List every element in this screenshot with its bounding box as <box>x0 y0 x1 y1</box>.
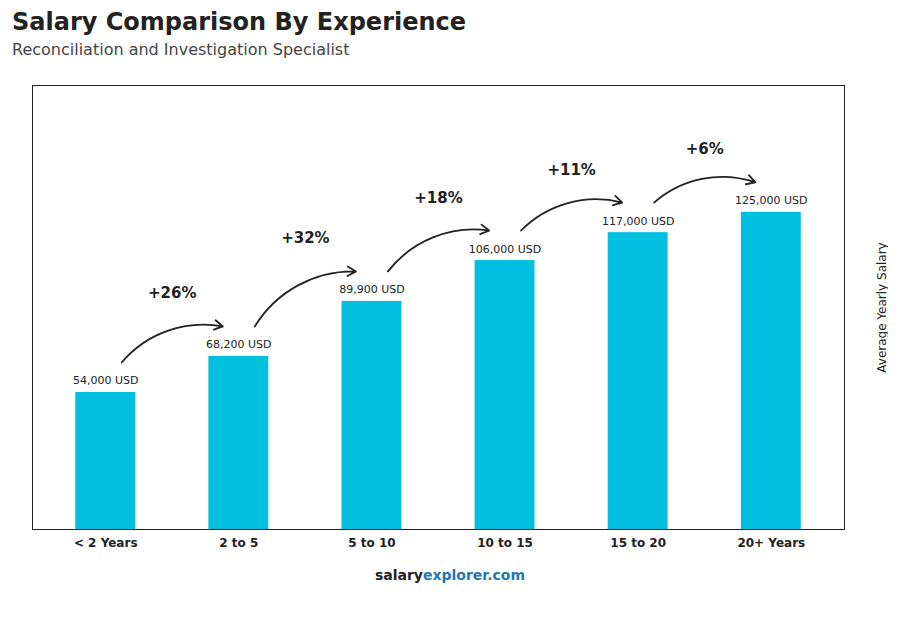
svg-text:+11%: +11% <box>547 161 595 179</box>
svg-text:10 to 15: 10 to 15 <box>477 536 533 550</box>
html-text:salary explorer.com: salary explorer.com <box>374 567 526 583</box>
html-text:Salary Comparison By Experienc: Salary Comparison By Experience <box>12 8 467 36</box>
svg-text:+18%: +18% <box>414 189 462 207</box>
svg-text:+32%: +32% <box>281 229 329 247</box>
svg-text:+6%: +6% <box>686 140 724 158</box>
svg-text:89,900 USD: 89,900 USD <box>339 283 405 296</box>
svg-text:15 to 20: 15 to 20 <box>610 536 666 550</box>
svg-text:117,000 USD: 117,000 USD <box>602 215 675 228</box>
svg-text:54,000 USD: 54,000 USD <box>73 374 138 387</box>
svg-text:20+ Years: 20+ Years <box>737 536 805 550</box>
svg-text:+26%: +26% <box>148 284 196 302</box>
svg-text:125,000 USD: 125,000 USD <box>735 194 808 207</box>
svg-text:< 2 Years: < 2 Years <box>74 536 138 550</box>
html-text:Reconciliation and Investigati: Reconciliation and Investigation Special… <box>12 40 350 59</box>
svg-text:106,000 USD: 106,000 USD <box>469 243 542 256</box>
svg-text:68,200 USD: 68,200 USD <box>206 338 272 351</box>
svg-text:5 to 10: 5 to 10 <box>348 536 395 550</box>
svg-text:Average Yearly Salary: Average Yearly Salary <box>875 242 889 372</box>
svg-text:2 to 5: 2 to 5 <box>219 536 258 550</box>
